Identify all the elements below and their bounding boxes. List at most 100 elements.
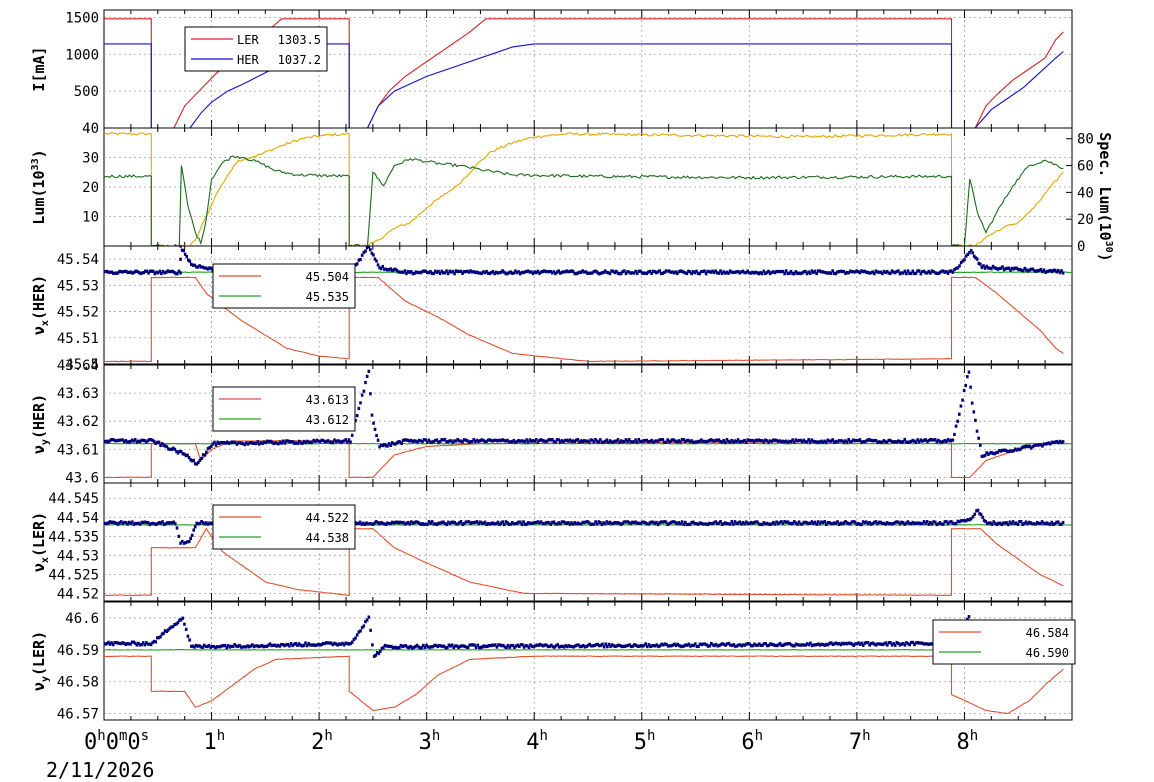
meas-point — [962, 388, 966, 393]
meas-point — [458, 439, 461, 443]
meas-point — [984, 520, 988, 524]
meas-point — [770, 270, 774, 275]
meas-point — [118, 641, 121, 646]
meas-point — [943, 439, 947, 443]
meas-point — [696, 439, 700, 444]
meas-point — [546, 520, 549, 525]
meas-point — [1052, 440, 1055, 445]
meas-point — [749, 644, 753, 648]
meas-point — [162, 522, 166, 527]
meas-point — [632, 520, 636, 525]
meas-point — [530, 439, 533, 443]
meas-point — [203, 453, 207, 457]
meas-point — [232, 440, 235, 445]
meas-point — [682, 270, 685, 274]
meas-point — [219, 440, 223, 445]
meas-point — [214, 646, 217, 650]
meas-point — [111, 520, 115, 524]
meas-point — [179, 449, 183, 454]
meas-point — [1036, 269, 1039, 273]
meas-point — [349, 642, 352, 646]
meas-point — [683, 271, 687, 275]
meas-point — [780, 269, 783, 274]
meas-point — [383, 643, 387, 648]
meas-point — [703, 522, 706, 526]
meas-point — [126, 440, 129, 444]
meas-point — [589, 522, 593, 527]
meas-point — [466, 269, 469, 273]
meas-point — [887, 271, 891, 275]
meas-point — [435, 270, 439, 275]
meas-point — [378, 445, 381, 449]
meas-point — [186, 258, 190, 262]
meas-point — [683, 439, 687, 444]
meas-point — [570, 645, 574, 649]
meas-point — [773, 438, 777, 442]
meas-point — [440, 520, 444, 524]
meas-point — [501, 438, 504, 442]
meas-point — [470, 270, 474, 274]
meas-point — [701, 522, 705, 526]
meas-point — [776, 439, 780, 443]
meas-point — [890, 643, 894, 647]
meas-point — [836, 270, 839, 274]
meas-point — [767, 643, 771, 647]
meas-point — [937, 522, 940, 526]
meas-point — [632, 271, 636, 275]
meas-point — [1005, 521, 1008, 525]
meas-point — [145, 269, 149, 273]
meas-point — [672, 271, 676, 275]
meas-point — [291, 643, 294, 648]
meas-point — [600, 440, 604, 444]
legend-value: 45.535 — [306, 290, 349, 304]
meas-point — [108, 520, 112, 524]
meas-point — [908, 440, 911, 444]
meas-point — [938, 521, 942, 525]
meas-point — [655, 439, 658, 443]
meas-point — [901, 440, 905, 444]
meas-point — [664, 440, 668, 444]
meas-point — [820, 270, 823, 274]
meas-point — [163, 271, 166, 275]
meas-point — [390, 269, 394, 273]
meas-point — [627, 438, 631, 442]
meas-point — [490, 643, 494, 647]
meas-point — [386, 521, 389, 525]
meas-point — [821, 642, 825, 647]
meas-point — [815, 440, 818, 444]
meas-point — [676, 642, 679, 646]
meas-point — [807, 438, 810, 442]
meas-point — [634, 643, 638, 647]
meas-point — [1021, 268, 1025, 273]
meas-point — [543, 522, 546, 526]
meas-point — [772, 438, 775, 442]
meas-point — [776, 522, 780, 526]
meas-point — [842, 642, 846, 646]
meas-point — [115, 439, 118, 443]
meas-point — [666, 644, 670, 648]
meas-point — [1006, 266, 1009, 270]
meas-point — [168, 447, 172, 451]
meas-point — [440, 269, 444, 273]
meas-point — [124, 269, 128, 273]
meas-point — [746, 438, 750, 442]
meas-point — [663, 642, 667, 646]
meas-point — [860, 269, 863, 273]
meas-point — [789, 440, 793, 444]
meas-point — [732, 522, 735, 526]
meas-point — [565, 269, 568, 273]
meas-point — [818, 643, 822, 647]
meas-point — [536, 440, 540, 444]
meas-point — [251, 643, 254, 647]
meas-point — [344, 641, 348, 645]
meas-point — [450, 643, 454, 647]
meas-point — [493, 438, 496, 442]
meas-point — [905, 521, 908, 525]
meas-point — [600, 522, 604, 527]
meas-point — [501, 520, 505, 524]
meas-point — [735, 270, 738, 274]
meas-point — [1004, 266, 1008, 271]
meas-point — [1033, 443, 1036, 448]
meas-point — [892, 440, 895, 444]
meas-point — [876, 270, 879, 274]
